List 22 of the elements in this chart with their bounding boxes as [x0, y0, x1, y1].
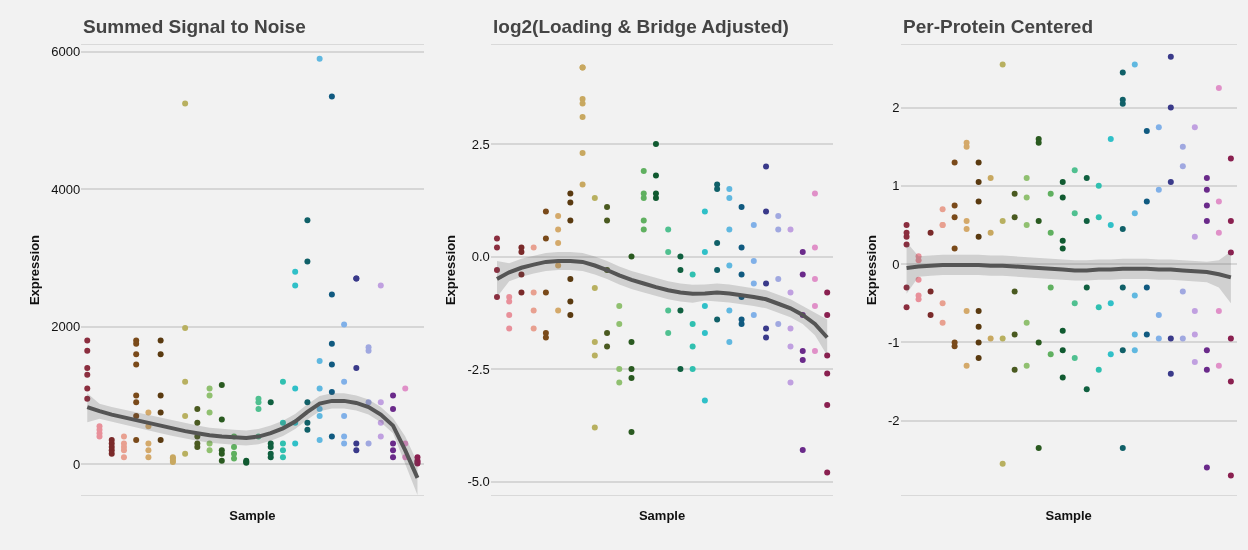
y-axis-title: Expression	[863, 234, 879, 306]
chart-title: Summed Signal to Noise	[83, 16, 306, 37]
chart-title: Per-Protein Centered	[903, 16, 1094, 37]
y-tick-label: 2	[892, 100, 900, 116]
y-tick-label: 0	[892, 256, 900, 272]
y-tick-label: 0.0	[471, 249, 490, 265]
x-axis-title: Sample	[1045, 507, 1092, 523]
y-tick-label: -5.0	[467, 474, 490, 490]
y-tick-label: -2.5	[467, 361, 490, 377]
y-tick-label: -2	[888, 413, 900, 429]
y-tick-label: 0	[72, 456, 81, 472]
y-tick-label: 2000	[51, 319, 81, 335]
y-tick-label: 2.5	[471, 136, 490, 152]
y-tick-label: -1	[888, 334, 900, 350]
y-tick-label: 1	[892, 178, 900, 194]
y-axis-title: Expression	[443, 234, 459, 306]
x-axis-title: Sample	[229, 507, 276, 523]
y-tick-label: 4000	[51, 181, 81, 197]
y-tick-label: 6000	[51, 44, 81, 60]
x-axis-title: Sample	[638, 507, 686, 523]
chart-title: log2(Loading & Bridge Adjusted)	[493, 16, 789, 37]
y-axis-title: Expression	[27, 234, 43, 306]
